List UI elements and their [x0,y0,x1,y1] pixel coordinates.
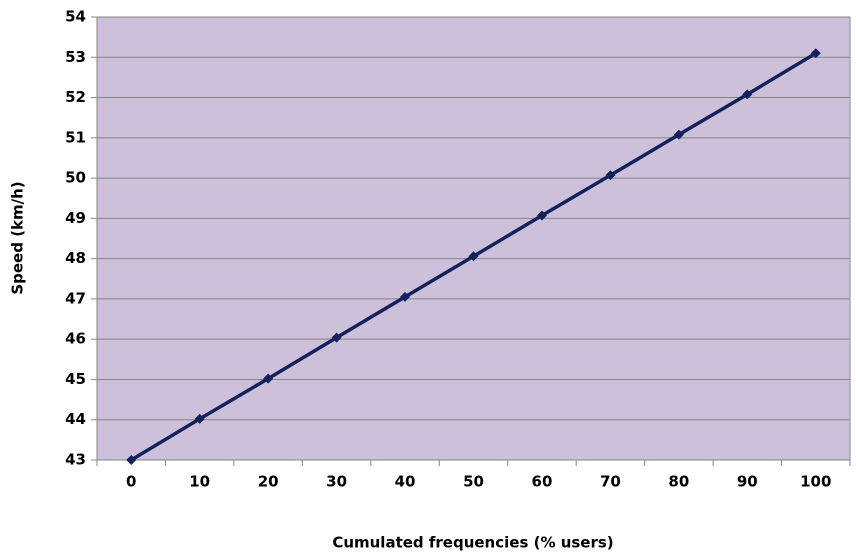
x-tick-label: 40 [395,473,416,491]
y-tick-label: 52 [65,88,86,106]
y-tick-label: 51 [65,128,86,146]
y-tick-label: 44 [65,410,86,428]
y-tick-label: 49 [65,209,86,227]
y-tick-label: 46 [65,330,86,348]
data-point [331,332,342,343]
data-point [810,48,821,59]
y-tick-label: 53 [65,48,86,66]
plot-area [96,16,851,461]
data-point [605,170,616,181]
x-tick-label: 90 [737,473,758,491]
x-tick-label: 0 [126,473,136,491]
y-axis-title: Speed (km/h) [9,181,27,294]
data-point [400,291,411,302]
x-tick-label: 30 [326,473,347,491]
y-tick-label: 47 [65,289,86,307]
x-tick-label: 50 [463,473,484,491]
data-point [194,413,205,424]
x-tick-label: 20 [258,473,279,491]
data-point [742,89,753,100]
data-point [126,455,137,465]
y-tick-label: 50 [65,169,86,187]
x-tick-label: 10 [189,473,210,491]
y-tick-label: 45 [65,370,86,388]
y-tick-label: 43 [65,451,86,469]
y-tick-label: 48 [65,249,86,267]
x-tick-label: 70 [600,473,621,491]
x-tick-label: 100 [800,473,831,491]
x-tick-label: 80 [668,473,689,491]
data-point [468,251,479,262]
data-point [673,129,684,140]
data-point [536,210,547,221]
data-point [263,373,274,384]
y-tick-label: 54 [65,8,86,26]
x-tick-label: 60 [532,473,553,491]
x-axis-title: Cumulated frequencies (% users) [332,534,613,552]
